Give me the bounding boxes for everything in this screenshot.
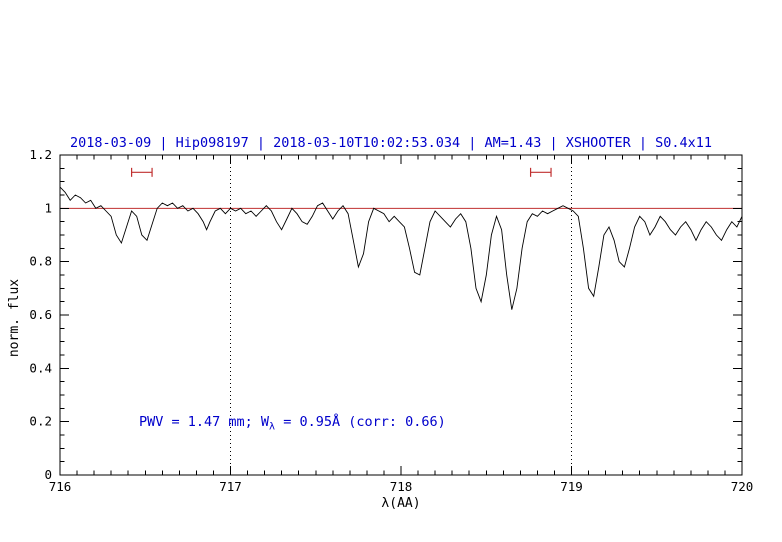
pwv-annotation-post: = 0.95Å (corr: 0.66) (275, 414, 446, 430)
x-axis-label: λ(AA) (381, 496, 421, 511)
axis-ticks (59, 154, 743, 476)
y-tick-label: 0.2 (29, 414, 52, 429)
x-tick-label: 719 (560, 479, 583, 494)
pwv-annotation: PWV = 1.47 mm; Wλ = 0.95Å (corr: 0.66) (139, 414, 446, 433)
y-tick-label: 0.4 (29, 360, 52, 375)
y-axis-label: norm. flux (7, 279, 22, 357)
x-tick-label: 720 (731, 479, 754, 494)
x-tick-label: 718 (390, 479, 413, 494)
interval-markers (131, 167, 552, 177)
y-tick-label: 1.2 (29, 147, 52, 162)
x-tick-labels: 716 717 718 719 720 (49, 479, 754, 494)
y-tick-label: 0.6 (29, 307, 52, 322)
plot-title: 2018-03-09 | Hip098197 | 2018-03-10T10:0… (69, 135, 713, 151)
y-tick-label: 0.8 (29, 254, 52, 269)
pwv-annotation-pre: PWV = 1.47 mm; W (139, 414, 270, 430)
y-tick-labels: 0 0.2 0.4 0.6 0.8 1 1.2 (29, 147, 52, 482)
y-tick-label: 0 (44, 467, 52, 482)
guide-lines (230, 155, 572, 475)
x-tick-label: 717 (219, 479, 242, 494)
x-tick-label: 716 (49, 479, 72, 494)
spectrum-line (59, 186, 743, 310)
y-tick-label: 1 (44, 200, 52, 215)
pwv-annotation-sub: λ (269, 421, 276, 433)
